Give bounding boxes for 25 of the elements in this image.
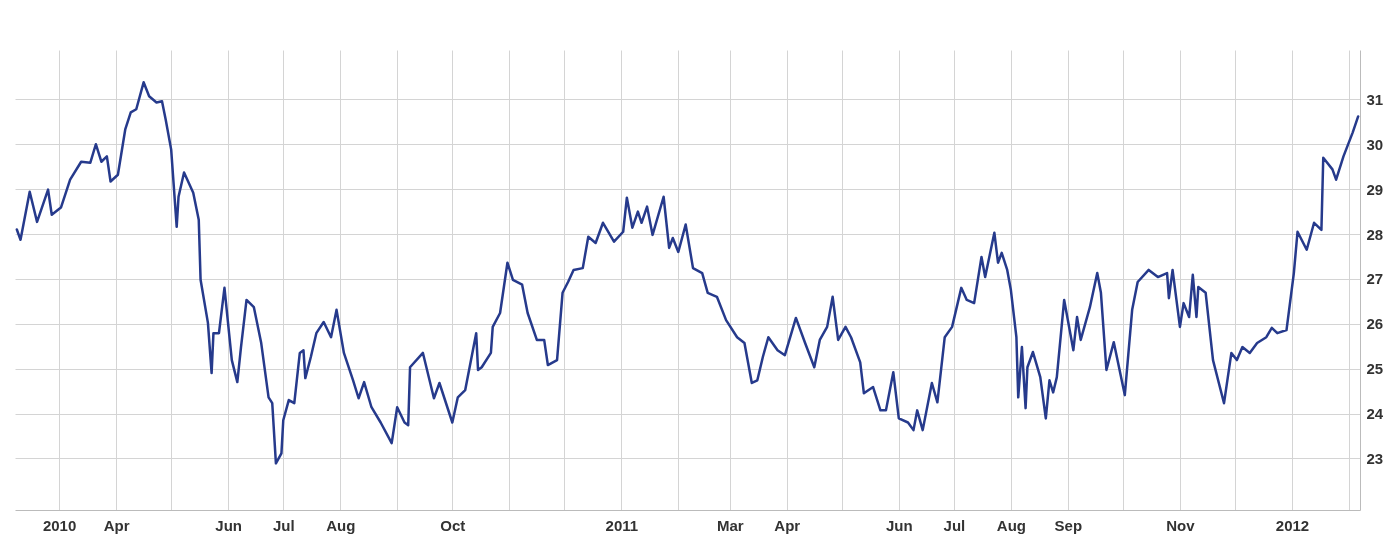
- y-tick-label: 29: [1366, 180, 1384, 198]
- x-tick-label: Aug: [996, 516, 1026, 534]
- x-tick-label: Jun: [885, 516, 913, 534]
- x-tick-label: Jun: [215, 516, 242, 534]
- y-tick-label: 25: [1366, 360, 1384, 378]
- x-tick-label: Mar: [716, 516, 744, 534]
- x-tick-label: Apr: [103, 516, 130, 534]
- line-series: [15, 81, 1360, 465]
- y-tick-label: 26: [1366, 315, 1384, 333]
- x-tick-label: Jul: [272, 516, 295, 534]
- x-tick-label: Apr: [774, 516, 801, 534]
- x-tick-label: Aug: [326, 516, 356, 534]
- x-tick-label: Sep: [1054, 516, 1083, 534]
- y-tick-label: 30: [1366, 135, 1384, 153]
- y-tick-label: 23: [1366, 449, 1384, 467]
- x-tick-label: Nov: [1166, 516, 1196, 534]
- x-tick-label: Jul: [943, 516, 966, 534]
- x-tick-label: 2010: [42, 516, 77, 534]
- y-tick-label: 27: [1366, 270, 1384, 288]
- x-tick-label: Oct: [440, 516, 466, 534]
- x-tick-label: 2012: [1275, 516, 1310, 534]
- y-tick-label: 28: [1366, 225, 1384, 243]
- y-tick-label: 31: [1366, 90, 1384, 108]
- y-tick-label: 24: [1366, 405, 1384, 423]
- x-tick-label: 2011: [605, 516, 639, 534]
